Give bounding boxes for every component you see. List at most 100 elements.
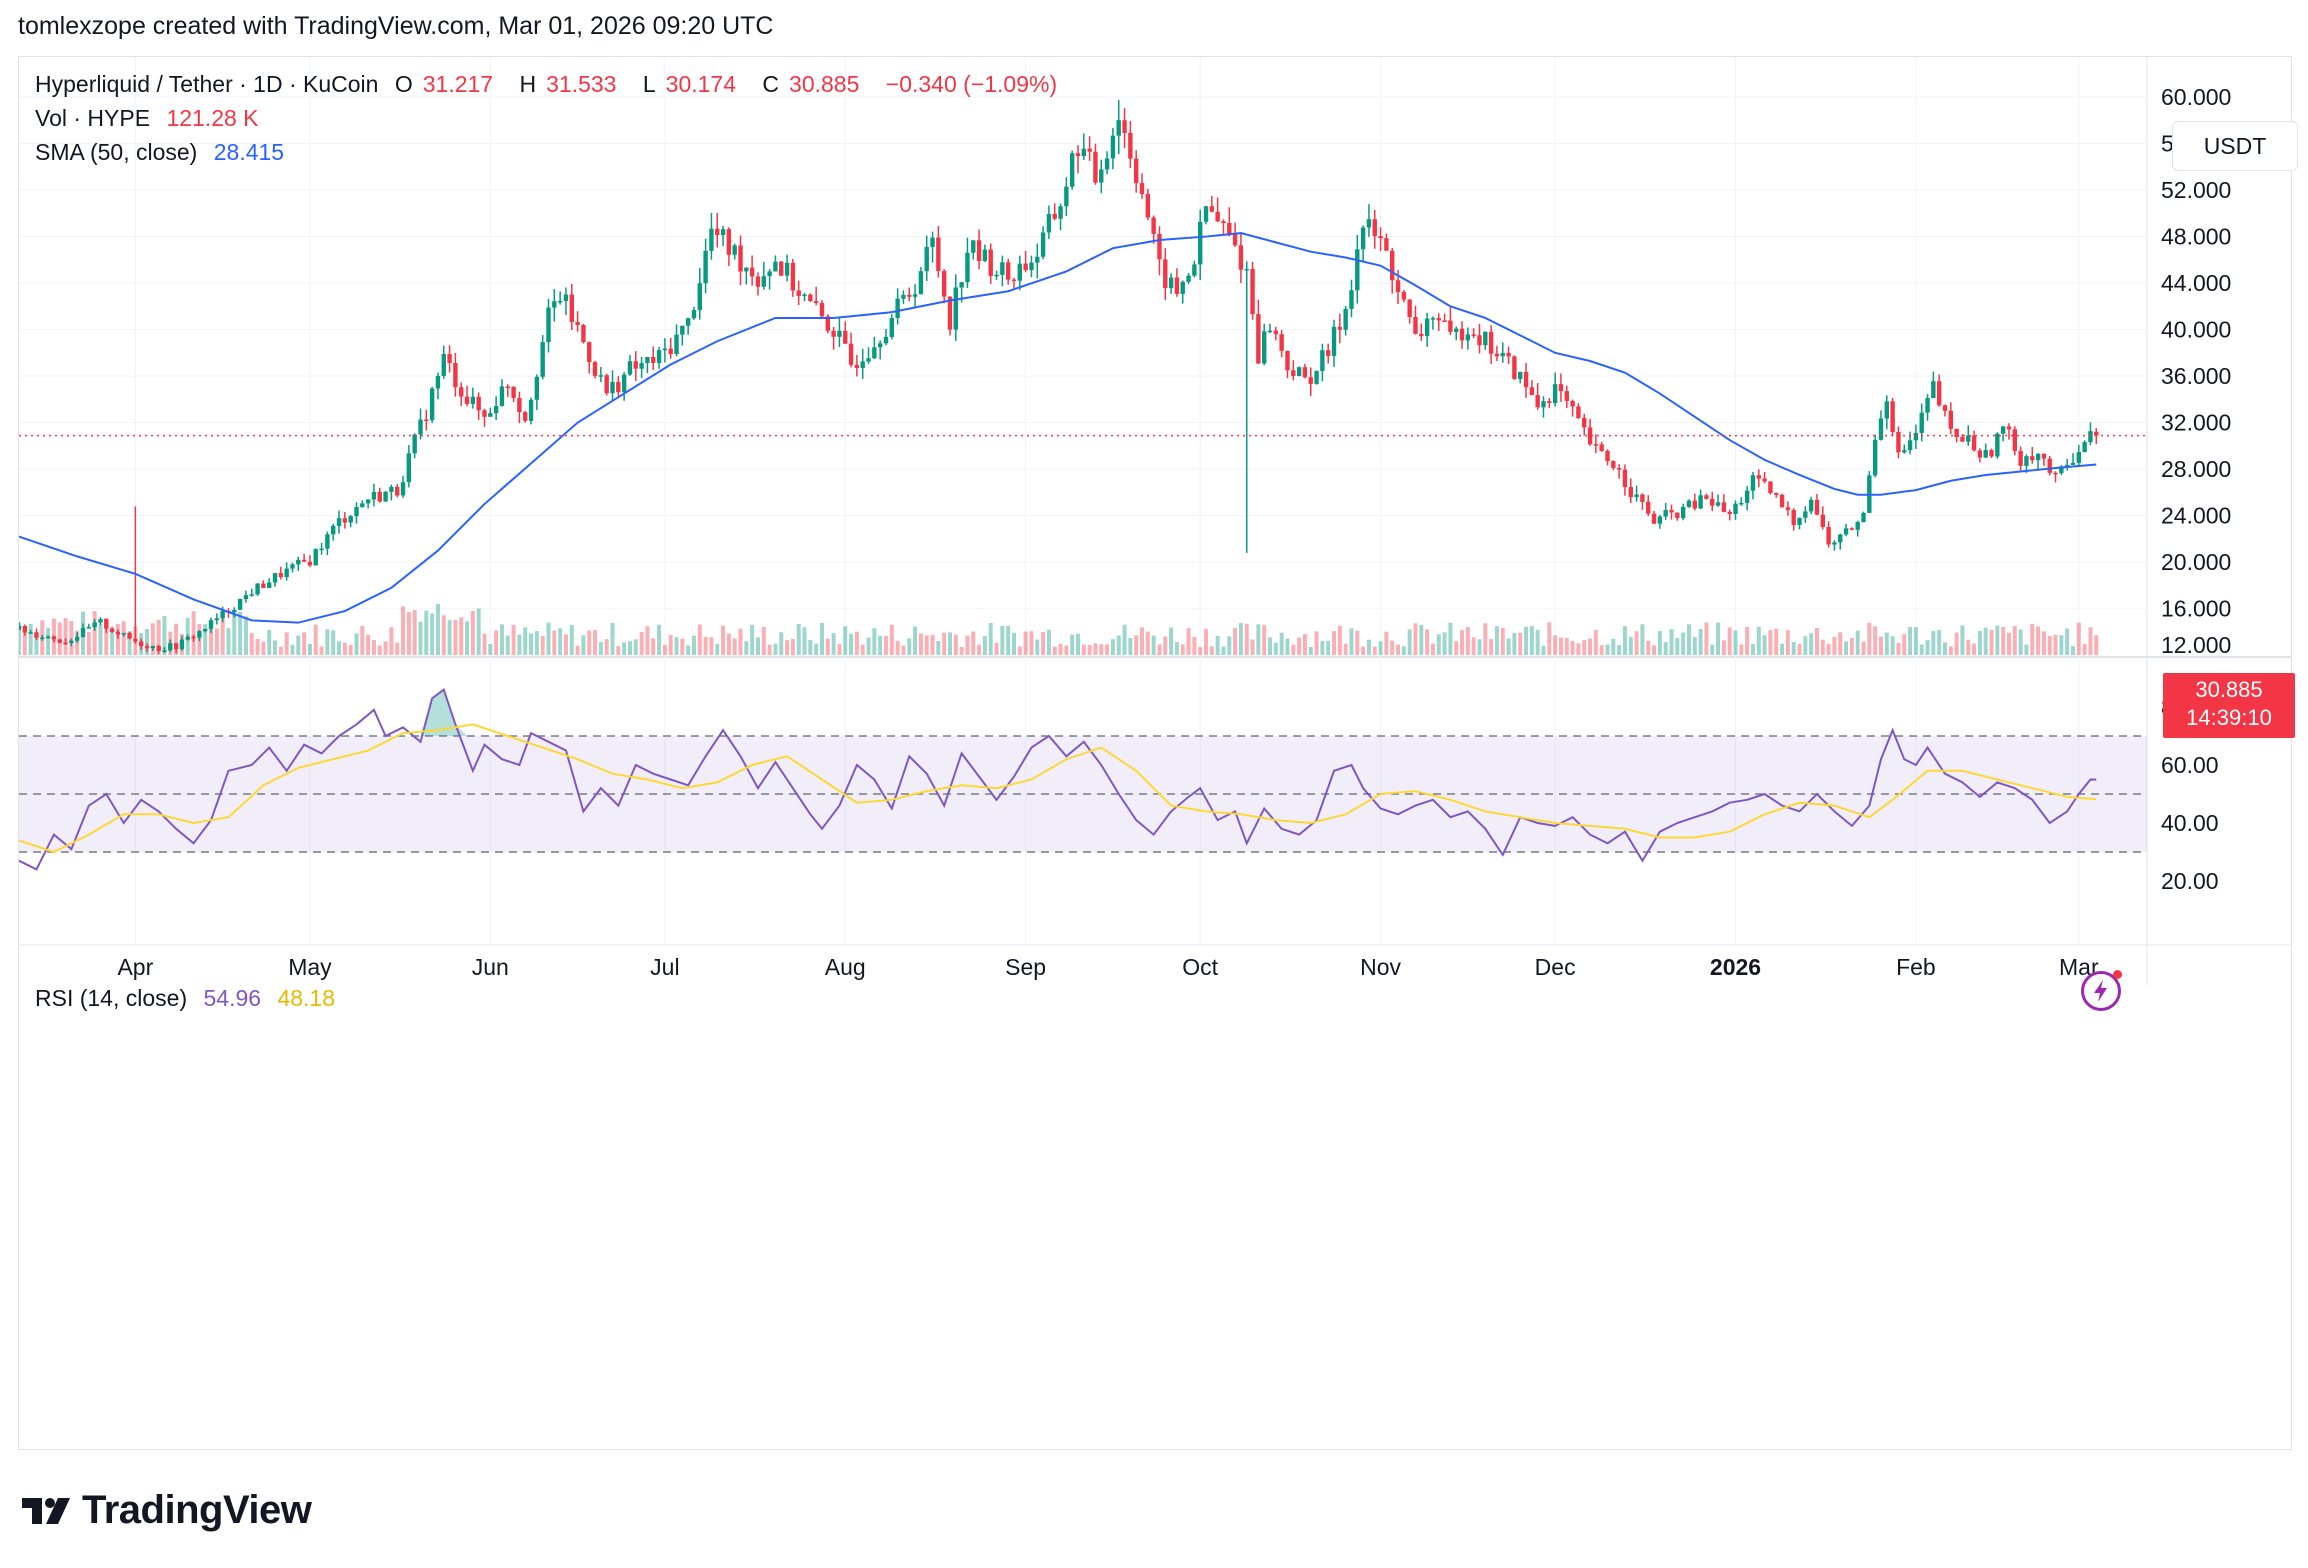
candle-body bbox=[1890, 401, 1895, 432]
volume-bar bbox=[1157, 644, 1162, 655]
candle-body bbox=[1308, 377, 1313, 384]
volume-bar bbox=[1471, 637, 1476, 655]
candle-body bbox=[354, 507, 359, 517]
rsi-tick-label: 40.00 bbox=[2161, 810, 2219, 836]
candle-body bbox=[488, 413, 493, 417]
volume-bar bbox=[1942, 642, 1947, 655]
volume-bar bbox=[1279, 632, 1284, 655]
candle-body bbox=[854, 364, 860, 368]
candle-body bbox=[976, 240, 982, 262]
volume-bar bbox=[1977, 630, 1982, 655]
candle-body bbox=[80, 628, 86, 637]
candle-body bbox=[1995, 433, 2000, 457]
volume-bar bbox=[1809, 633, 1814, 655]
candle-body bbox=[51, 636, 57, 640]
volume-bar bbox=[1663, 642, 1668, 655]
chart-frame[interactable]: 60.00056.00052.00048.00044.00040.00036.0… bbox=[18, 56, 2298, 1450]
volume-bar bbox=[1291, 644, 1296, 655]
volume-bar bbox=[1221, 646, 1226, 655]
candle-body bbox=[1215, 211, 1220, 222]
candle-body bbox=[2059, 466, 2064, 474]
candle-body bbox=[1808, 499, 1814, 512]
candle-body bbox=[1721, 502, 1727, 512]
last-price-tag: 30.885 14:39:10 bbox=[2163, 673, 2295, 738]
volume-bar bbox=[750, 624, 755, 655]
candle-body bbox=[610, 381, 615, 394]
candle-body bbox=[1151, 217, 1156, 234]
candle-body bbox=[907, 294, 912, 297]
volume-bar bbox=[1233, 627, 1238, 655]
candle-body bbox=[941, 270, 947, 297]
volume-bar bbox=[523, 627, 528, 655]
volume-bar bbox=[1535, 629, 1540, 655]
lightning-icon[interactable] bbox=[2081, 970, 2122, 1011]
candle-body bbox=[360, 503, 365, 508]
volume-bar bbox=[1669, 629, 1674, 655]
candle-body bbox=[2012, 429, 2018, 451]
volume-bar bbox=[1000, 625, 1005, 655]
volume-bar bbox=[1652, 645, 1657, 655]
candle-body bbox=[499, 386, 505, 406]
volume-bar bbox=[1506, 638, 1511, 655]
tradingview-logo: TradingView bbox=[22, 1488, 312, 1533]
candle-body bbox=[1878, 418, 1884, 440]
volume-bar bbox=[703, 636, 708, 655]
volume-bar bbox=[1011, 632, 1016, 655]
volume-bar bbox=[1529, 626, 1534, 655]
candle-body bbox=[1622, 469, 1628, 487]
candle-body bbox=[296, 559, 301, 565]
candle-body bbox=[1675, 512, 1680, 519]
candle-body bbox=[790, 262, 796, 291]
volume-bar bbox=[1366, 639, 1371, 655]
candle-body bbox=[1855, 522, 1860, 530]
volume-bar bbox=[1814, 627, 1819, 655]
volume-bar bbox=[1704, 622, 1709, 655]
volume-bar bbox=[691, 635, 696, 655]
volume-bar bbox=[779, 632, 784, 655]
candle-body bbox=[57, 639, 62, 643]
candle-body bbox=[1407, 299, 1412, 318]
rsi-tick-label: 60.00 bbox=[2161, 752, 2219, 778]
candle-body bbox=[1872, 439, 1878, 476]
volume-bar bbox=[715, 643, 720, 655]
candle-body bbox=[1128, 132, 1133, 159]
volume-bar bbox=[802, 627, 807, 655]
candle-body bbox=[1104, 158, 1110, 170]
volume-bar bbox=[1512, 633, 1517, 655]
volume-bar bbox=[86, 631, 91, 655]
candle-body bbox=[365, 499, 371, 504]
volume-bar bbox=[1710, 644, 1715, 655]
volume-bar bbox=[412, 610, 417, 655]
candle-body bbox=[2030, 456, 2035, 461]
volume-bar bbox=[1884, 632, 1889, 655]
volume-bar bbox=[174, 623, 179, 655]
candle-body bbox=[1163, 259, 1168, 289]
volume-bar bbox=[1186, 628, 1191, 655]
candle-body bbox=[947, 296, 953, 330]
candle-body bbox=[936, 237, 941, 271]
volume-bar bbox=[383, 641, 388, 655]
volume-bar bbox=[1727, 627, 1732, 655]
candle-body bbox=[1075, 153, 1081, 157]
candle-body bbox=[173, 643, 179, 650]
volume-bar bbox=[476, 608, 481, 655]
candle-body bbox=[45, 636, 51, 639]
price-tick-label: 28.000 bbox=[2161, 456, 2231, 482]
volume-bar bbox=[994, 642, 999, 655]
chart-canvas[interactable]: 60.00056.00052.00048.00044.00040.00036.0… bbox=[19, 57, 2291, 1449]
candle-body bbox=[1739, 502, 1744, 505]
volume-bar bbox=[901, 645, 906, 655]
volume-bar bbox=[360, 625, 365, 655]
volume-bar bbox=[1448, 622, 1453, 655]
candle-body bbox=[1139, 183, 1145, 194]
candle-body bbox=[1366, 219, 1372, 228]
candle-body bbox=[767, 271, 772, 277]
volume-bar bbox=[1878, 636, 1883, 655]
volume-bar bbox=[1989, 629, 1994, 655]
currency-selector[interactable]: USDT bbox=[2172, 121, 2298, 171]
volume-bar bbox=[1867, 622, 1872, 655]
volume-bar bbox=[581, 635, 586, 655]
last-price-value: 30.885 bbox=[2195, 677, 2263, 702]
candle-body bbox=[866, 358, 871, 362]
candle-body bbox=[98, 619, 103, 623]
